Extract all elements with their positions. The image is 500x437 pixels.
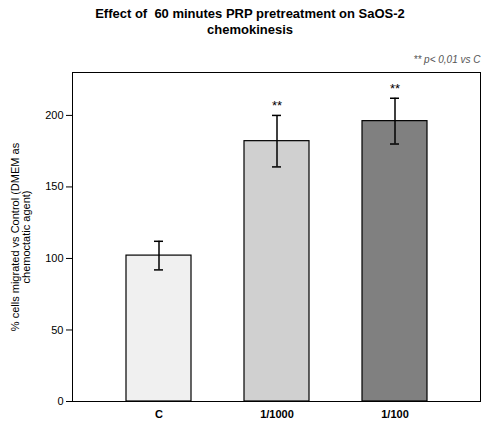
svg-text:** p< 0,01 vs C: ** p< 0,01 vs C bbox=[414, 54, 482, 65]
svg-text:**: ** bbox=[272, 98, 282, 113]
svg-text:**: ** bbox=[390, 81, 400, 96]
svg-text:1/100: 1/100 bbox=[381, 408, 409, 420]
svg-text:200: 200 bbox=[45, 109, 63, 121]
html-text:Effect of 60 minutes PRP pretr: Effect of 60 minutes PRP pretreatment on… bbox=[95, 6, 405, 37]
svg-text:100: 100 bbox=[45, 252, 63, 264]
svg-text:50: 50 bbox=[51, 323, 63, 335]
svg-text:150: 150 bbox=[45, 180, 63, 192]
svg-text:% cells migrated vs Control (D: % cells migrated vs Control (DMEM aschem… bbox=[9, 142, 32, 331]
svg-text:0: 0 bbox=[57, 395, 63, 407]
svg-text:1/1000: 1/1000 bbox=[260, 408, 294, 420]
svg-text:C: C bbox=[155, 408, 163, 420]
